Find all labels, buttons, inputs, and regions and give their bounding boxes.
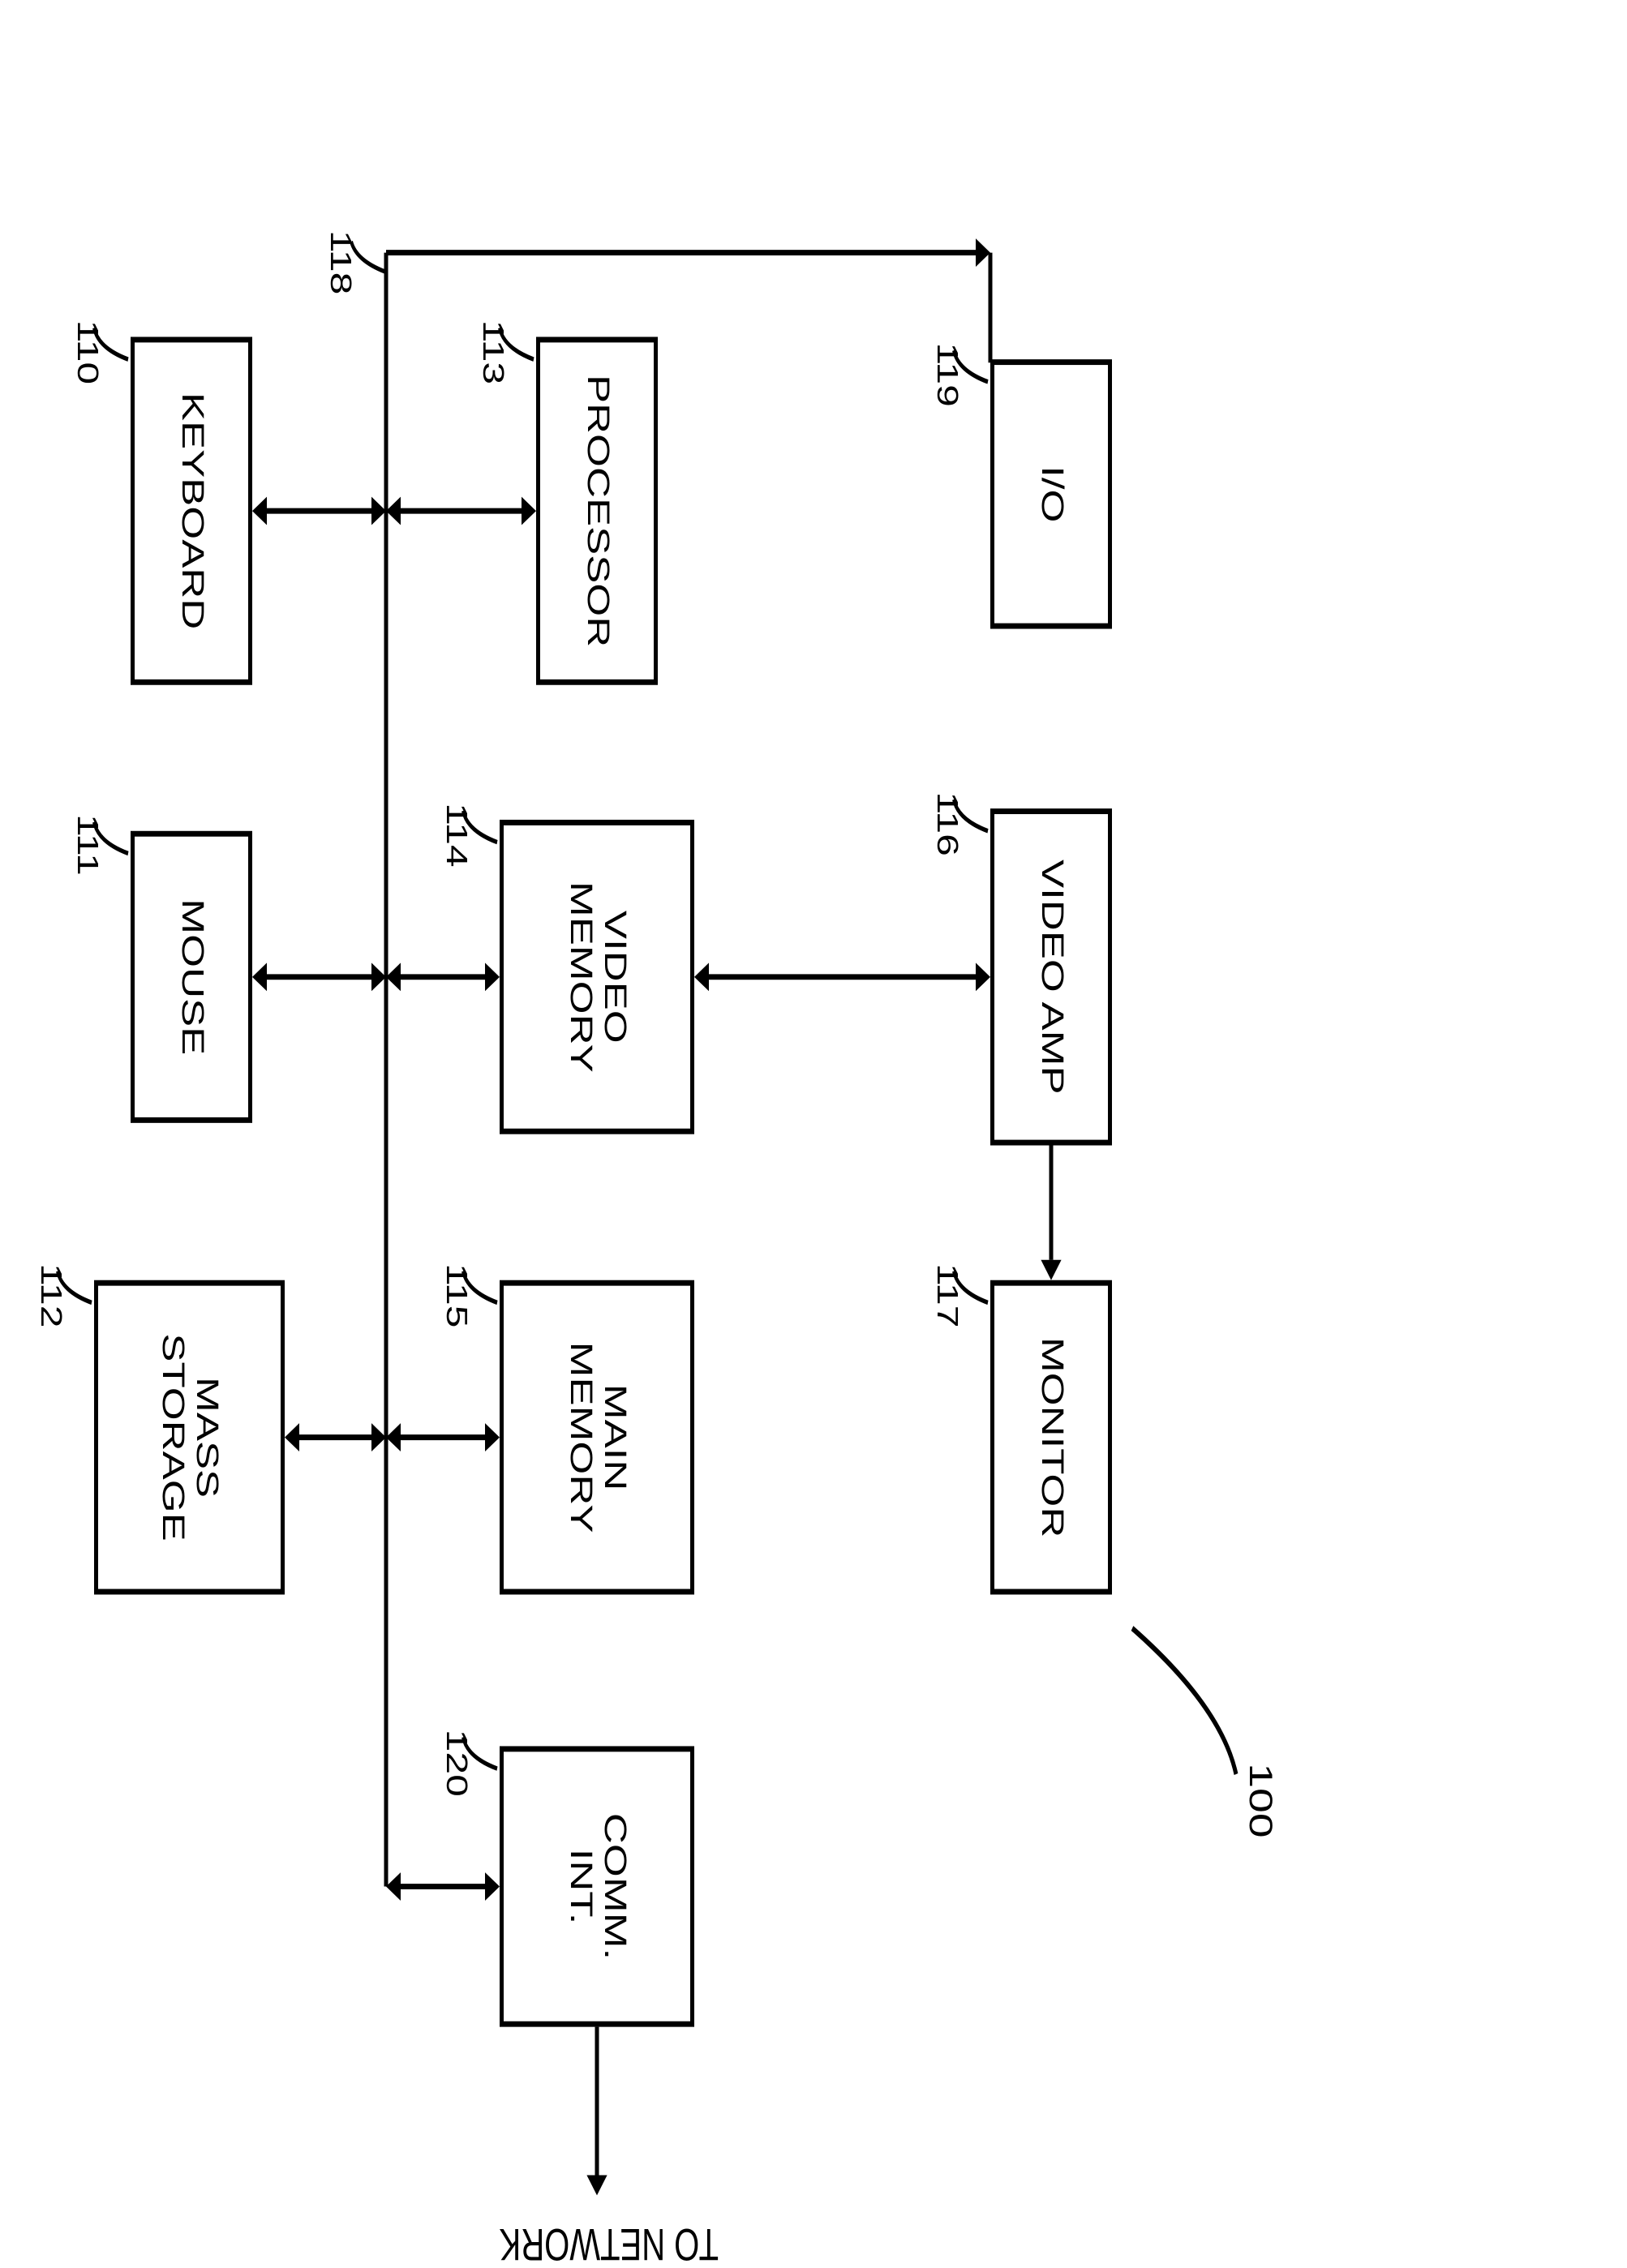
block-comm_int: COMM. INT. xyxy=(500,1746,694,2026)
block-mass_stor: MASS STORAGE xyxy=(94,1280,285,1595)
ref-100-leader xyxy=(1116,1606,1246,1786)
bus-tap-processor xyxy=(384,488,538,533)
edge-comm-network xyxy=(581,2025,613,2227)
ref-mouse: 111 xyxy=(71,814,105,876)
ref-monitor: 117 xyxy=(930,1263,964,1327)
bus-line xyxy=(378,242,394,1898)
block-main_mem: MAIN MEMORY xyxy=(500,1280,694,1595)
edge-videoamp-monitor xyxy=(1035,1143,1067,1283)
block-processor: PROCESSOR xyxy=(536,337,658,684)
block-keyboard: KEYBOARD xyxy=(131,337,252,684)
edge-videomem-videoamp xyxy=(693,954,992,999)
ref-comm_int: 120 xyxy=(440,1730,474,1797)
figure-rotated-wrapper: FIG. 1I/O119VIDEO AMP116MONITOR117PROCES… xyxy=(0,0,1627,2253)
bus-tap-keyboard xyxy=(251,488,388,533)
block-video_amp: VIDEO AMP xyxy=(990,808,1112,1145)
ref-bus: 118 xyxy=(324,230,358,294)
ref-main_mem: 115 xyxy=(440,1263,474,1327)
ref-keyboard: 110 xyxy=(71,320,105,384)
figure-stage: FIG. 1I/O119VIDEO AMP116MONITOR117PROCES… xyxy=(0,0,1627,2253)
ref-io: 119 xyxy=(930,342,964,406)
ref-video_amp: 116 xyxy=(930,791,964,855)
ref-processor: 113 xyxy=(476,320,510,384)
block-io: I/O xyxy=(990,359,1112,628)
bus-tap-mouse xyxy=(251,954,388,999)
edge-bus-io xyxy=(366,230,1011,522)
ref-mass_stor: 112 xyxy=(34,1263,68,1327)
bus-tap-main_mem xyxy=(384,1415,501,1460)
block-mouse: MOUSE xyxy=(131,831,252,1123)
ref-figure-100: 100 xyxy=(1242,1763,1278,1837)
bus-tap-video_mem xyxy=(384,954,501,999)
block-video_mem: VIDEO MEMORY xyxy=(500,820,694,1134)
bus-tap-comm_int xyxy=(384,1864,501,1909)
label-to-network: TO NETWORK xyxy=(500,2218,719,2268)
figure-scale-wrapper: FIG. 1I/O119VIDEO AMP116MONITOR117PROCES… xyxy=(0,0,1627,2253)
block-monitor: MONITOR xyxy=(990,1280,1112,1595)
bus-tap-mass_stor xyxy=(283,1415,388,1460)
ref-video_mem: 114 xyxy=(440,803,474,867)
